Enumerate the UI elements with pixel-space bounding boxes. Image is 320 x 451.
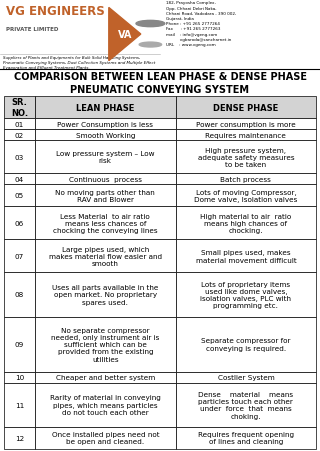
Text: Cheaper and better system: Cheaper and better system — [56, 374, 155, 380]
Bar — [35, 317, 176, 372]
Text: Dense    material    means
particles touch each other
under  force  that  means
: Dense material means particles touch eac… — [198, 391, 293, 419]
Text: 02: 02 — [15, 133, 24, 138]
Bar — [176, 240, 316, 273]
Text: 10: 10 — [15, 374, 24, 380]
Text: Power Consumption is less: Power Consumption is less — [57, 121, 153, 128]
Polygon shape — [109, 9, 141, 61]
Bar — [176, 317, 316, 372]
Text: 07: 07 — [15, 253, 24, 259]
Text: Power consumption is more: Power consumption is more — [196, 121, 296, 128]
Text: Costlier System: Costlier System — [218, 374, 274, 380]
Circle shape — [136, 21, 165, 28]
Bar — [176, 207, 316, 240]
Bar — [35, 185, 176, 207]
Bar — [35, 97, 176, 119]
Text: Uses all parts available in the
open market. No proprietary
spares used.: Uses all parts available in the open mar… — [52, 285, 158, 305]
Text: 11: 11 — [15, 402, 24, 408]
Text: 01: 01 — [15, 121, 24, 128]
Bar — [4, 97, 35, 119]
Bar — [35, 141, 176, 174]
Bar — [4, 427, 35, 449]
Bar — [176, 174, 316, 185]
Text: DENSE PHASE: DENSE PHASE — [213, 103, 278, 112]
Bar — [4, 119, 35, 130]
Text: PRIVATE LIMITED: PRIVATE LIMITED — [6, 27, 59, 32]
Text: Low pressure system – Low
risk: Low pressure system – Low risk — [56, 151, 155, 164]
Text: VA: VA — [118, 30, 132, 40]
Text: 08: 08 — [15, 292, 24, 298]
Bar — [35, 372, 176, 383]
Text: No moving parts other than
RAV and Blower: No moving parts other than RAV and Blowe… — [55, 189, 155, 202]
Text: Lots of moving Compressor,
Dome valve, Isolation valves: Lots of moving Compressor, Dome valve, I… — [194, 189, 298, 202]
Text: Rarity of material in conveying
pipes, which means particles
do not touch each o: Rarity of material in conveying pipes, w… — [50, 395, 161, 415]
Text: 182, Prayosha Complex,
Opp. Chhani Debri Naka,
Chhani Road, Vadodara - 390 002,
: 182, Prayosha Complex, Opp. Chhani Debri… — [166, 1, 237, 47]
Bar — [35, 130, 176, 141]
Bar — [176, 383, 316, 427]
Bar — [4, 317, 35, 372]
Text: COMPARISON BETWEEN LEAN PHASE & DENSE PHASE
PNEUMATIC CONVEYING SYSTEM: COMPARISON BETWEEN LEAN PHASE & DENSE PH… — [13, 72, 307, 95]
Text: Continuous  process: Continuous process — [69, 176, 142, 182]
Bar — [35, 383, 176, 427]
Text: SR.
NO.: SR. NO. — [11, 98, 28, 118]
Bar — [176, 130, 316, 141]
Bar — [176, 372, 316, 383]
Bar — [35, 427, 176, 449]
Bar — [4, 141, 35, 174]
Text: Less Material  to air ratio
means less chances of
chocking the conveying lines: Less Material to air ratio means less ch… — [53, 213, 158, 234]
Bar — [4, 383, 35, 427]
Bar — [35, 119, 176, 130]
Text: VG ENGINEERS: VG ENGINEERS — [6, 5, 105, 18]
Text: High pressure system,
adequate safety measures
to be taken: High pressure system, adequate safety me… — [197, 147, 294, 168]
Bar — [4, 207, 35, 240]
Text: Batch process: Batch process — [220, 176, 271, 182]
Bar — [35, 273, 176, 317]
Text: Separate compressor for
conveying is required.: Separate compressor for conveying is req… — [201, 338, 291, 351]
Text: 05: 05 — [15, 193, 24, 199]
Text: No separate compressor
needed, only instrument air is
sufficient which can be
pr: No separate compressor needed, only inst… — [51, 327, 160, 362]
Bar — [176, 141, 316, 174]
Bar — [176, 427, 316, 449]
Text: 06: 06 — [15, 221, 24, 226]
Text: 12: 12 — [15, 435, 24, 441]
Text: 03: 03 — [15, 154, 24, 161]
Text: 09: 09 — [15, 341, 24, 347]
Text: High material to air  ratio
means high chances of
chocking.: High material to air ratio means high ch… — [200, 213, 292, 234]
Text: Suppliers of Plants and Equipments for Bulk Solid Handling Systems,
Pneumatic Co: Suppliers of Plants and Equipments for B… — [3, 56, 156, 70]
Bar — [4, 273, 35, 317]
Text: Small pipes used, makes
material movement difficult: Small pipes used, makes material movemen… — [196, 250, 296, 263]
Bar — [35, 174, 176, 185]
Bar — [4, 372, 35, 383]
Bar — [4, 185, 35, 207]
Text: Once installed pipes need not
be open and cleaned.: Once installed pipes need not be open an… — [52, 431, 159, 444]
Bar — [35, 240, 176, 273]
Bar — [176, 119, 316, 130]
Bar — [4, 240, 35, 273]
Text: Requires frequent opening
of lines and cleaning: Requires frequent opening of lines and c… — [198, 431, 294, 444]
Bar — [35, 207, 176, 240]
Text: Smooth Working: Smooth Working — [76, 133, 135, 138]
Circle shape — [139, 43, 162, 48]
Bar — [176, 97, 316, 119]
Text: Large pipes used, which
makes material flow easier and
smooth: Large pipes used, which makes material f… — [49, 246, 162, 267]
Bar — [176, 185, 316, 207]
Text: Requires maintenance: Requires maintenance — [205, 133, 286, 138]
Text: LEAN PHASE: LEAN PHASE — [76, 103, 134, 112]
Bar — [4, 174, 35, 185]
Bar — [4, 130, 35, 141]
Bar — [176, 273, 316, 317]
Text: Lots of proprietary items
used like dome valves,
isolation valves, PLC with
prog: Lots of proprietary items used like dome… — [200, 281, 292, 308]
Text: 04: 04 — [15, 176, 24, 182]
